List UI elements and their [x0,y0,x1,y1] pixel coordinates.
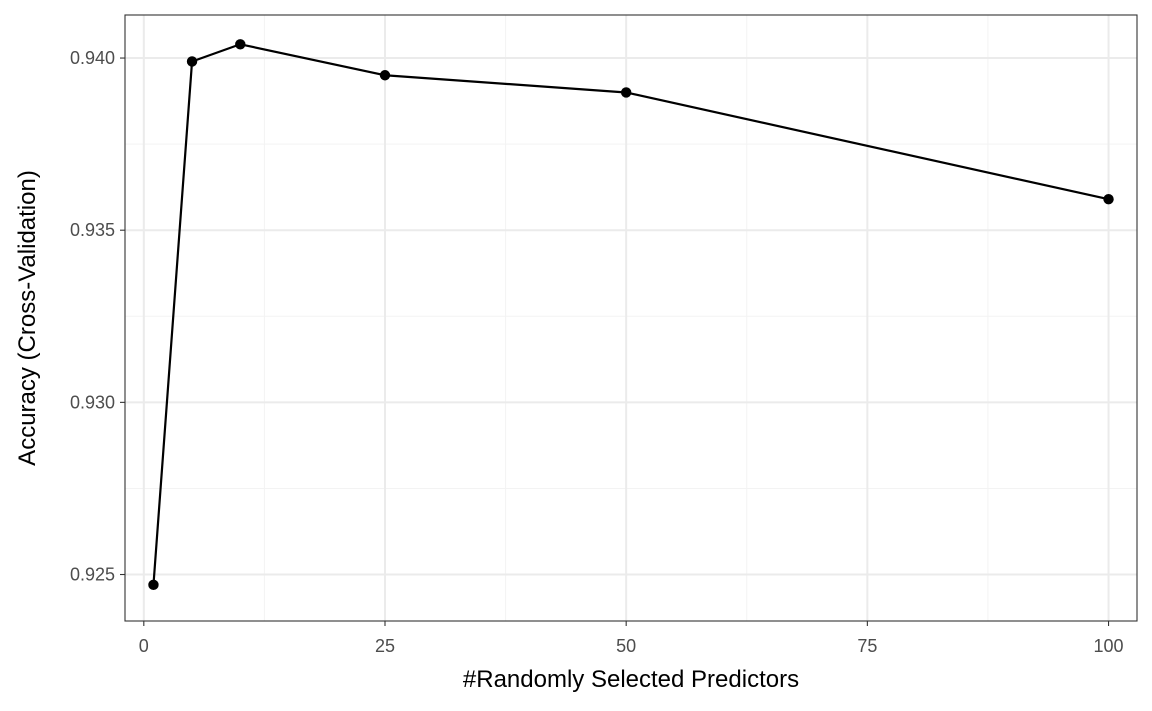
x-tick-label: 50 [616,636,636,656]
data-point [620,87,632,98]
x-axis: 0 25 50 75 100 [139,621,1124,656]
panel-border [124,14,1138,622]
data-layer [148,39,1114,591]
x-tick-label: 100 [1094,636,1124,656]
data-point [148,579,159,591]
data-point [379,70,391,81]
x-axis-title: #Randomly Selected Predictors [463,666,799,693]
series-line [152,43,1109,585]
y-tick-label: 0.925 [70,565,115,585]
data-point [235,39,246,50]
major-grid [125,15,1137,621]
x-tick-label: 25 [375,636,395,656]
data-point [186,56,198,67]
y-axis-title: Accuracy (Cross-Validation) [14,170,41,466]
minor-grid [125,15,1137,621]
y-tick-label: 0.940 [70,48,115,68]
data-point [1103,194,1114,205]
x-tick-label: 75 [857,636,877,656]
x-tick-label: 0 [139,636,149,656]
y-tick-label: 0.930 [70,392,115,412]
y-axis: 0.925 0.930 0.935 0.940 [70,48,125,585]
y-tick-label: 0.935 [70,220,115,240]
